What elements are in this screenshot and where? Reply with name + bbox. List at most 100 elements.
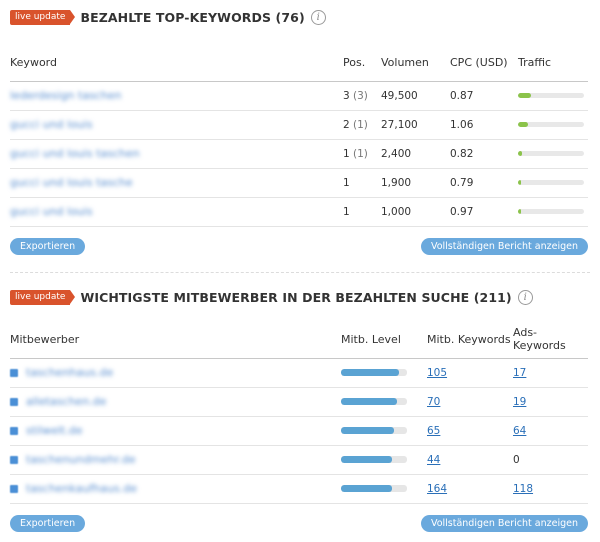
competitors-table: Mitbewerber Mitb. Level Mitb. Keywords A… [10,321,588,504]
comp-keywords-cell: 164 [427,474,513,504]
level-cell [341,445,427,475]
cpc-cell: 0.97 [450,197,518,227]
column-header-competitor[interactable]: Mitbewerber [10,321,341,359]
keyword-link[interactable]: gucci und louis [10,205,93,218]
competitor-link[interactable]: stilwelt.de [26,424,83,437]
button-row: Exportieren Vollständigen Bericht anzeig… [10,237,588,255]
competitor-link[interactable]: taschenundmehr.de [26,453,136,466]
competitor-link[interactable]: taschenkaufhaus.de [26,482,137,495]
volume-cell: 2,400 [381,139,450,169]
keyword-link[interactable]: lederdesign taschen [10,89,122,102]
cpc-cell: 1.06 [450,110,518,140]
export-button[interactable]: Exportieren [10,237,86,255]
traffic-bar-fill [518,209,521,214]
competition-level-bar [341,398,407,405]
export-button[interactable]: Exportieren [10,514,86,532]
column-header-ads-keywords[interactable]: Ads-Keywords [513,321,588,359]
traffic-bar [518,180,584,185]
ads-keywords-link[interactable]: 64 [513,424,527,437]
previous-position: (1) [353,147,368,160]
position-cell: 1 [343,168,381,198]
ads-keywords-link[interactable]: 17 [513,366,527,379]
column-header-keyword[interactable]: Keyword [10,44,343,82]
table-row: gucci und louis taschen 1 (1) 2,400 0.82 [10,139,588,169]
position-value: 3 [343,89,350,102]
competitor-link[interactable]: alletaschen.de [26,395,107,408]
comp-keywords-cell: 70 [427,387,513,417]
competitor-link[interactable]: taschenhaus.de [26,366,114,379]
comp-keywords-link[interactable]: 70 [427,395,441,408]
comp-keywords-link[interactable]: 44 [427,453,441,466]
keywords-table: Keyword Pos. Volumen CPC (USD) Traffic l… [10,44,588,227]
column-header-cpc[interactable]: CPC (USD) [450,44,518,82]
competition-level-bar [341,456,407,463]
full-report-button[interactable]: Vollständigen Bericht anzeigen [420,237,588,255]
cpc-cell: 0.82 [450,139,518,169]
volume-cell: 49,500 [381,81,450,111]
volume-cell: 1,900 [381,168,450,198]
keyword-cell: gucci und louis [10,197,343,227]
position-value: 1 [343,205,350,218]
traffic-bar [518,209,584,214]
ads-keywords-link[interactable]: 118 [513,482,534,495]
competition-level-fill [341,427,394,434]
column-header-volume[interactable]: Volumen [381,44,450,82]
ads-keywords-cell: 118 [513,474,588,504]
traffic-cell [518,110,588,140]
cpc-cell: 0.79 [450,168,518,198]
level-cell [341,416,427,446]
paid-keywords-section: live update BEZAHLTE TOP-KEYWORDS (76) i… [10,8,588,255]
competition-level-bar [341,427,407,434]
comp-keywords-link[interactable]: 65 [427,424,441,437]
section-divider [10,272,590,273]
table-row: stilwelt.de 65 64 [10,416,588,446]
competition-level-fill [341,456,393,463]
traffic-bar-fill [518,151,522,156]
table-row: gucci und louis 1 1,000 0.97 [10,197,588,227]
competition-level-fill [341,398,398,405]
table-row: taschenkaufhaus.de 164 118 [10,474,588,504]
column-header-pos[interactable]: Pos. [343,44,381,82]
traffic-cell [518,81,588,111]
favicon-icon [10,369,18,377]
position-cell: 2 (1) [343,110,381,140]
ads-keywords-link[interactable]: 19 [513,395,527,408]
position-value: 1 [343,176,350,189]
cpc-cell: 0.87 [450,81,518,111]
live-update-badge: live update [10,289,76,305]
info-icon[interactable]: i [310,9,326,25]
previous-position: (3) [353,89,368,102]
table-row: gucci und louis tasche 1 1,900 0.79 [10,168,588,198]
comp-keywords-link[interactable]: 164 [427,482,448,495]
column-header-comp-keywords[interactable]: Mitb. Keywords [427,321,513,359]
info-icon[interactable]: i [517,289,533,305]
ads-keywords-cell: 19 [513,387,588,417]
keyword-link[interactable]: gucci und louis [10,118,93,131]
comp-keywords-link[interactable]: 105 [427,366,448,379]
full-report-button[interactable]: Vollständigen Bericht anzeigen [420,514,588,532]
traffic-bar-fill [518,122,528,127]
previous-position: (1) [353,118,368,131]
competition-level-fill [341,485,393,492]
volume-cell: 1,000 [381,197,450,227]
ads-keywords-cell: 0 [513,445,588,475]
comp-keywords-cell: 65 [427,416,513,446]
level-cell [341,387,427,417]
live-update-badge: live update [10,9,76,25]
table-row: taschenhaus.de 105 17 [10,358,588,388]
traffic-bar [518,93,584,98]
traffic-cell [518,197,588,227]
position-cell: 1 (1) [343,139,381,169]
keyword-link[interactable]: gucci und louis tasche [10,176,133,189]
table-row: alletaschen.de 70 19 [10,387,588,417]
ads-keywords-cell: 64 [513,416,588,446]
competition-level-fill [341,369,400,376]
competition-level-bar [341,369,407,376]
keyword-cell: gucci und louis tasche [10,168,343,198]
column-header-traffic[interactable]: Traffic [518,44,588,82]
traffic-cell [518,168,588,198]
column-header-level[interactable]: Mitb. Level [341,321,427,359]
keyword-link[interactable]: gucci und louis taschen [10,147,140,160]
table-row: gucci und louis 2 (1) 27,100 1.06 [10,110,588,140]
favicon-icon [10,398,18,406]
